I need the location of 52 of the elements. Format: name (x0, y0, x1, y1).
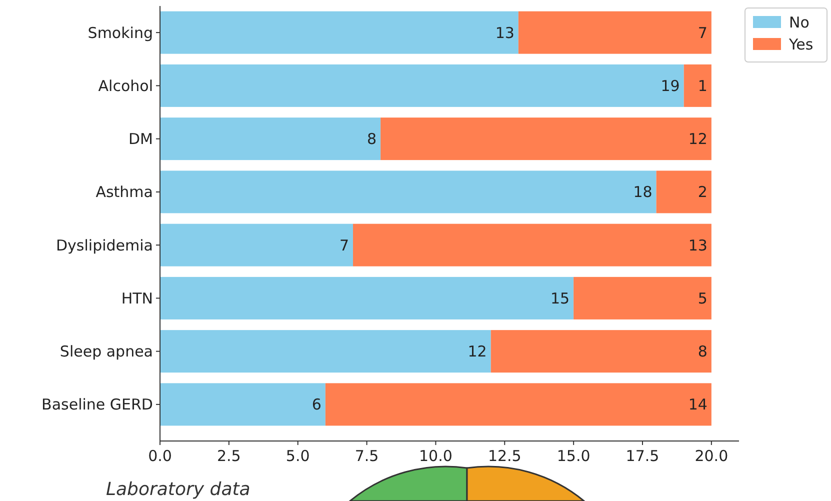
y-tick-label: Baseline GERD (42, 396, 153, 414)
x-tick-label: 7.5 (354, 447, 379, 465)
data-label: 13 (495, 24, 514, 42)
y-tick-label: Smoking (88, 24, 153, 42)
x-tick-label: 17.5 (626, 447, 660, 465)
text: Laboratory data (106, 479, 250, 500)
data-label: 1 (698, 76, 708, 95)
data-label: 15 (550, 289, 570, 308)
y-tick-label: Dyslipidemia (56, 236, 153, 254)
data-label: 7 (698, 24, 708, 42)
x-tick-label: 15.0 (556, 447, 590, 465)
data-label: 6 (312, 396, 322, 414)
x-tick-label: 10.0 (419, 447, 452, 465)
data-label: 5 (698, 289, 708, 308)
bar (518, 11, 712, 54)
bar (160, 330, 491, 373)
x-tick-label: 12.5 (488, 447, 522, 465)
x-tick-label: 0.0 (148, 447, 172, 465)
x-tick-label: 5.0 (286, 447, 310, 465)
bar (160, 276, 574, 320)
data-label: 19 (660, 76, 680, 95)
bar (684, 64, 712, 107)
bar (160, 224, 353, 266)
bar (160, 11, 518, 54)
bar (160, 170, 656, 214)
y-tick-label: HTN (121, 289, 153, 308)
legend-label: No (789, 13, 810, 32)
data-label: 8 (367, 130, 377, 148)
bar (656, 170, 712, 214)
bar (160, 118, 381, 160)
bar (160, 64, 684, 107)
data-label: 13 (688, 236, 708, 254)
bar (160, 383, 326, 426)
bar (490, 330, 712, 373)
y-tick-label: Sleep apnea (60, 342, 153, 361)
data-label: 18 (633, 183, 652, 202)
x-tick-label: 2.5 (217, 447, 241, 465)
data-label: 2 (698, 183, 708, 202)
data-label: 14 (688, 396, 708, 414)
bar (353, 224, 712, 266)
y-tick-label: Alcohol (98, 76, 153, 95)
data-label: 8 (698, 342, 708, 361)
legend-label: Yes (788, 35, 814, 54)
bar (325, 383, 712, 426)
y-tick-label: DM (128, 130, 153, 148)
bar (380, 118, 712, 160)
bar (574, 276, 712, 320)
data-label: 12 (468, 342, 487, 361)
data-label: 12 (688, 130, 708, 148)
y-tick-label: Asthma (96, 183, 153, 202)
data-label: 7 (339, 236, 349, 254)
x-tick-label: 20.0 (694, 447, 728, 465)
